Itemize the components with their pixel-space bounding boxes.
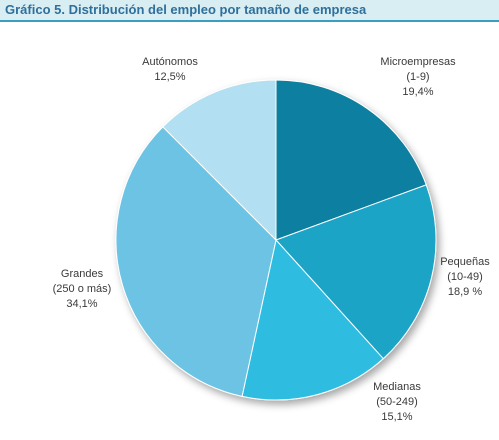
chart-title: Gráfico 5. Distribución del empleo por t… bbox=[5, 2, 367, 17]
pie-slice-grandes bbox=[115, 126, 277, 397]
slice-label-grandes: Grandes (250 o más) 34,1% bbox=[53, 268, 112, 310]
slice-label-microempresas: Microempresas (1-9) 19,4% bbox=[380, 56, 456, 98]
pie-slice-medianas bbox=[241, 238, 385, 401]
pie-slice-microempresas bbox=[275, 79, 427, 241]
pie-slice-pequenas bbox=[275, 184, 437, 360]
slice-label-medianas: Medianas (50-249) 15,1% bbox=[373, 381, 421, 423]
slice-label-pequenas: Pequeñas (10-49) 18,9 % bbox=[440, 256, 490, 298]
pie-slice-autonomos bbox=[162, 79, 277, 242]
slice-label-autonomos: Autónomos 12,5% bbox=[142, 56, 198, 83]
title-bar: Gráfico 5. Distribución del empleo por t… bbox=[0, 0, 499, 22]
